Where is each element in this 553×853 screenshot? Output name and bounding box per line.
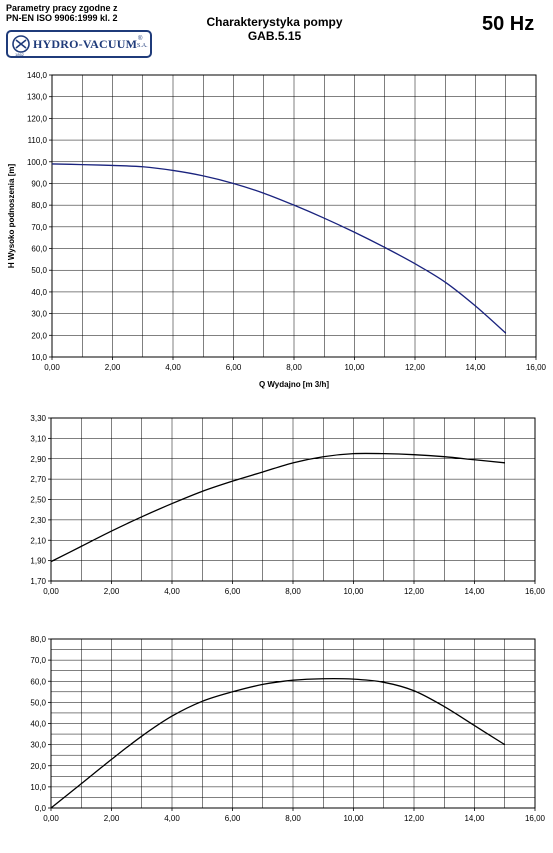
chart-1-grid <box>51 74 537 358</box>
x-tick-label: 2,00 <box>104 814 120 823</box>
y-tick-label: 2,10 <box>30 536 46 545</box>
y-tick-label: 110,0 <box>28 136 48 145</box>
x-tick-label: 0,00 <box>43 587 59 596</box>
y-tick-label: 3,10 <box>30 434 46 443</box>
x-tick-label: 10,00 <box>343 587 364 596</box>
x-tick-label: 2,00 <box>105 363 121 372</box>
logo-emblem-icon <box>12 35 30 53</box>
x-tick-label: 14,00 <box>464 587 485 596</box>
x-tick-label: 4,00 <box>164 587 180 596</box>
x-tick-label: 2,00 <box>104 587 120 596</box>
x-tick-label: 16,00 <box>525 587 546 596</box>
y-tick-label: 30,0 <box>30 741 46 750</box>
x-tick-label: 0,00 <box>44 363 60 372</box>
y-tick-label: 20,0 <box>30 762 46 771</box>
x-tick-label: 14,00 <box>465 363 486 372</box>
y-tick-label: 70,0 <box>31 223 47 232</box>
series-line <box>51 163 507 334</box>
chart-2-grid <box>50 417 536 582</box>
y-tick-label: 0,0 <box>35 804 47 813</box>
y-tick-label: 120,0 <box>27 114 48 123</box>
x-tick-label: 6,00 <box>225 814 241 823</box>
x-tick-label: 10,00 <box>343 814 364 823</box>
y-tick-label: 100,0 <box>27 158 48 167</box>
x-tick-label: 10,00 <box>344 363 365 372</box>
y-tick-label: 90,0 <box>31 179 47 188</box>
x-tick-label: 16,00 <box>525 814 546 823</box>
x-tick-label: 8,00 <box>285 587 301 596</box>
y-tick-label: 2,70 <box>30 475 46 484</box>
title-line-2: GAB.5.15 <box>247 29 302 43</box>
chart-2: 0,00 2,00 4,00 6,00 8,00 10,00 12,00 14,00 16,00… <box>30 414 545 596</box>
chart-3: 0,00 2,00 4,00 6,00 8,00 10,00 12,00 14,00 16,00… <box>30 635 545 823</box>
x-tick-label: 14,00 <box>464 814 485 823</box>
y-tick-label: 20,0 <box>31 331 47 340</box>
y-tick-label: 2,50 <box>30 496 46 505</box>
y-tick-label: 130,0 <box>27 93 48 102</box>
y-axis-label: H Wysoko podnoszenia [m] <box>7 164 16 269</box>
y-tick-label: 10,0 <box>31 353 47 362</box>
x-axis-label: Q Wydajno [m 3/h] <box>259 380 329 389</box>
x-tick-label: 6,00 <box>226 363 242 372</box>
logo-text: HYDRO-VACUUM <box>33 37 138 51</box>
x-tick-label: 12,00 <box>405 363 426 372</box>
series-line <box>50 452 505 563</box>
page-title: Charakterystyka pompy GAB.5.15 <box>192 15 357 43</box>
y-tick-label: 60,0 <box>31 245 47 254</box>
logo-registered-mark: ® <box>138 36 143 42</box>
company-logo: HYDRO-VACUUM ® S.A. 1862 <box>6 30 152 58</box>
standard-note-line-2: PN-EN ISO 9906:1999 kl. 2 <box>6 13 118 23</box>
x-tick-label: 12,00 <box>404 587 425 596</box>
y-tick-label: 50,0 <box>30 698 46 707</box>
x-tick-label: 6,00 <box>225 587 241 596</box>
y-tick-label: 40,0 <box>30 720 46 729</box>
y-tick-label: 10,0 <box>30 783 46 792</box>
x-tick-label: 16,00 <box>526 363 547 372</box>
x-tick-label: 4,00 <box>164 814 180 823</box>
standard-note: Parametry pracy zgodne z PN-EN ISO 9906:… <box>6 3 118 23</box>
logo-suffix: S.A. <box>137 43 148 49</box>
y-tick-label: 80,0 <box>30 635 46 644</box>
y-tick-label: 2,90 <box>30 455 46 464</box>
x-tick-label: 8,00 <box>286 363 302 372</box>
series-line <box>50 677 506 809</box>
y-tick-label: 70,0 <box>30 656 46 665</box>
y-tick-label: 40,0 <box>31 288 47 297</box>
x-tick-label: 4,00 <box>165 363 181 372</box>
y-tick-label: 50,0 <box>31 266 47 275</box>
x-tick-label: 0,00 <box>43 814 59 823</box>
chart-1: 0,00 2,00 4,00 6,00 8,00 10,00 12,00 14,00 16,00… <box>7 71 547 389</box>
y-tick-label: 80,0 <box>31 201 47 210</box>
y-tick-label: 60,0 <box>30 677 46 686</box>
y-tick-label: 1,90 <box>30 557 46 566</box>
x-tick-label: 12,00 <box>404 814 425 823</box>
frequency-label: 50 Hz <box>482 13 535 35</box>
title-line-1: Charakterystyka pompy <box>206 15 343 29</box>
chart-3-grid <box>50 638 536 809</box>
logo-year: 1862 <box>15 52 24 57</box>
y-tick-label: 30,0 <box>31 310 47 319</box>
x-tick-label: 8,00 <box>285 814 301 823</box>
y-tick-label: 140,0 <box>27 71 48 80</box>
y-tick-label: 1,70 <box>30 577 46 586</box>
y-tick-label: 3,30 <box>30 414 46 423</box>
standard-note-line-1: Parametry pracy zgodne z <box>6 3 118 13</box>
y-tick-label: 2,30 <box>30 516 46 525</box>
